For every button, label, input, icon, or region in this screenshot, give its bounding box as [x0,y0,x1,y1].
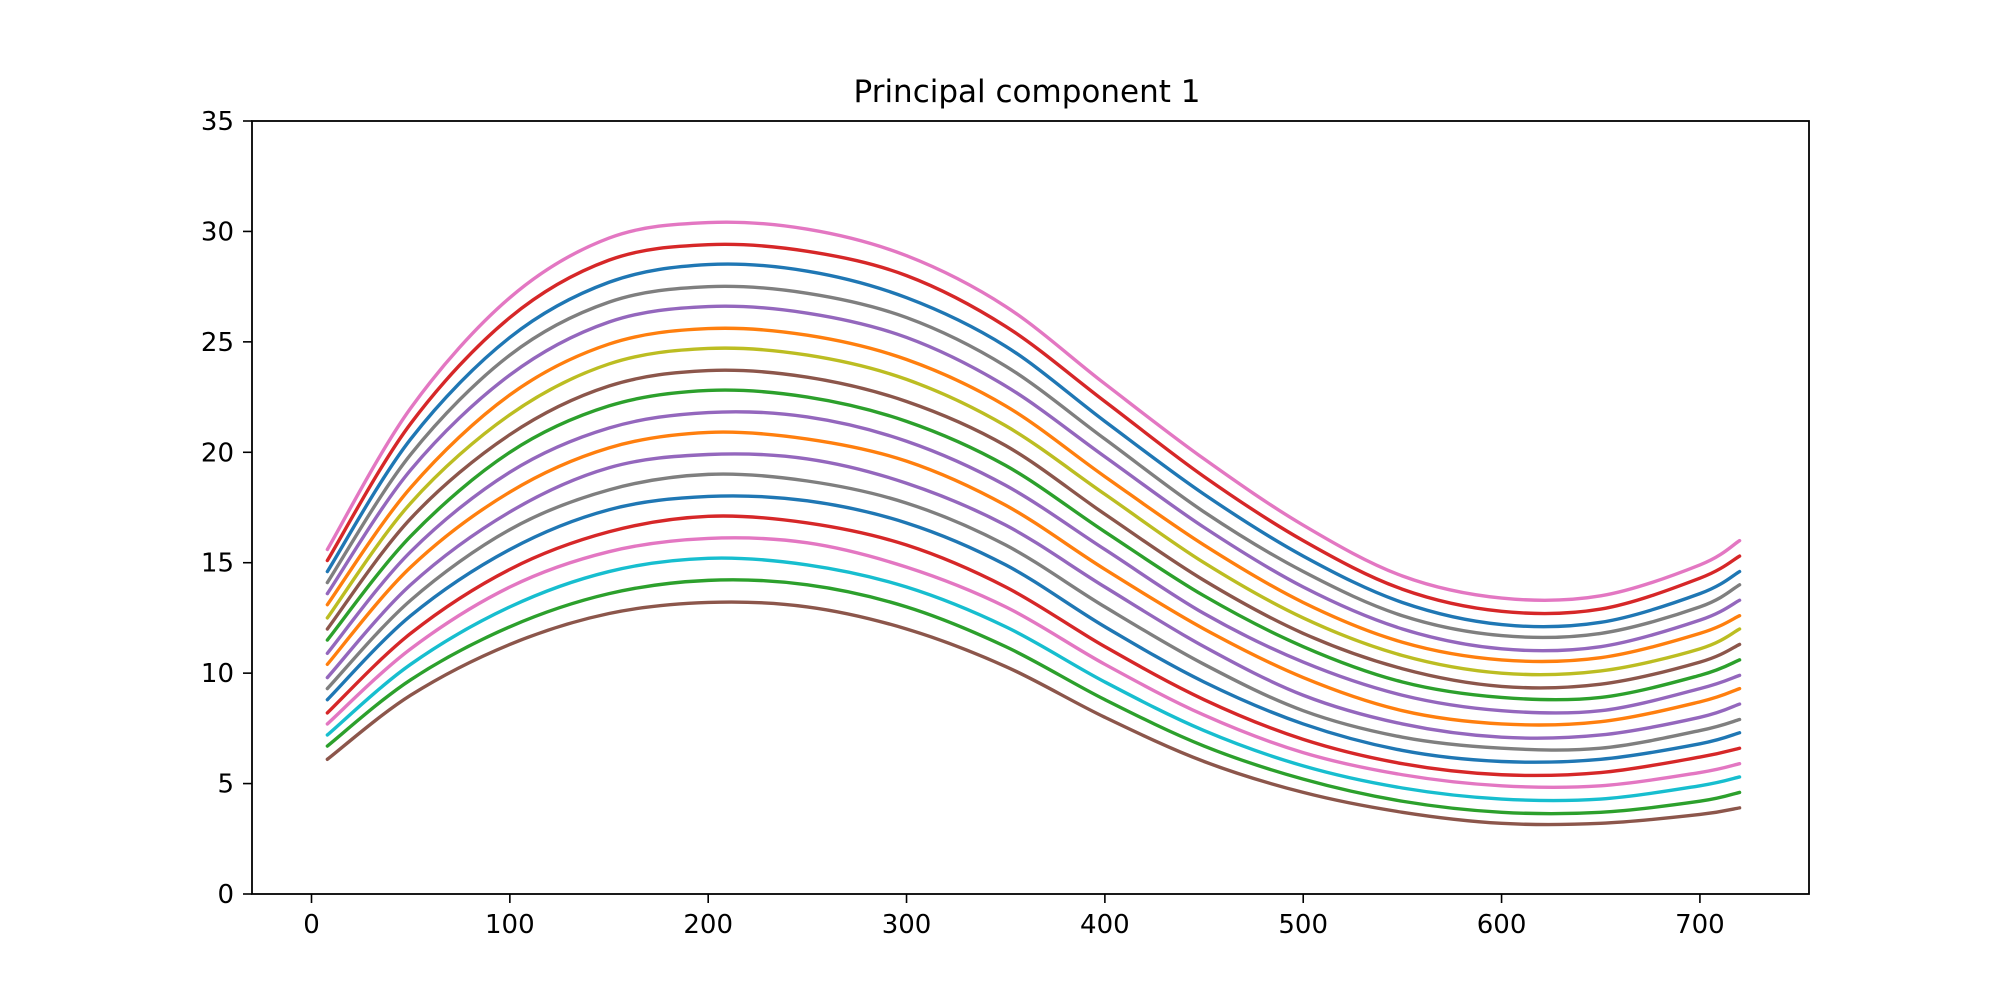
x-tick-label: 200 [683,910,733,940]
series-line-10 [325,410,1742,715]
y-tick-label: 25 [201,328,234,358]
x-tick-label: 700 [1675,910,1725,940]
series-line-4 [325,536,1742,789]
series-line-18 [325,242,1742,616]
series-line-8 [325,452,1742,740]
y-tick-label: 15 [201,549,234,579]
x-tick-label: 100 [485,910,535,940]
series-line-3 [325,556,1742,803]
y-tick-label: 5 [217,770,234,800]
x-tick-label: 600 [1477,910,1527,940]
series-line-13 [325,346,1742,677]
x-tick-label: 0 [303,910,320,940]
chart-title: Principal component 1 [854,74,1201,110]
y-tick-label: 10 [201,659,234,689]
y-tick-label: 20 [201,438,234,468]
plot-area-frame [251,120,1810,895]
series-line-1 [325,600,1742,827]
series-line-6 [325,494,1742,764]
series-line-5 [325,514,1742,778]
x-axis: 0 100 200 300 400 500 600 700 [303,894,1725,940]
y-tick-label: 0 [217,880,234,910]
series-line-2 [325,578,1742,816]
series-line-17 [325,262,1742,629]
y-tick-label: 35 [201,107,234,137]
series-line-11 [325,388,1742,702]
series-line-15 [325,304,1742,653]
x-tick-label: 500 [1278,910,1328,940]
x-tick-label: 300 [882,910,932,940]
y-tick-label: 30 [201,217,234,247]
series-line-12 [325,368,1742,690]
series-line-9 [325,430,1742,727]
series-line-19 [325,220,1742,602]
series-line-16 [325,284,1742,640]
series-line-7 [325,472,1742,752]
series-line-14 [325,326,1742,664]
series-layer [325,220,1742,827]
x-tick-label: 400 [1080,910,1130,940]
y-axis: 0 5 10 15 20 25 30 35 [201,107,252,910]
